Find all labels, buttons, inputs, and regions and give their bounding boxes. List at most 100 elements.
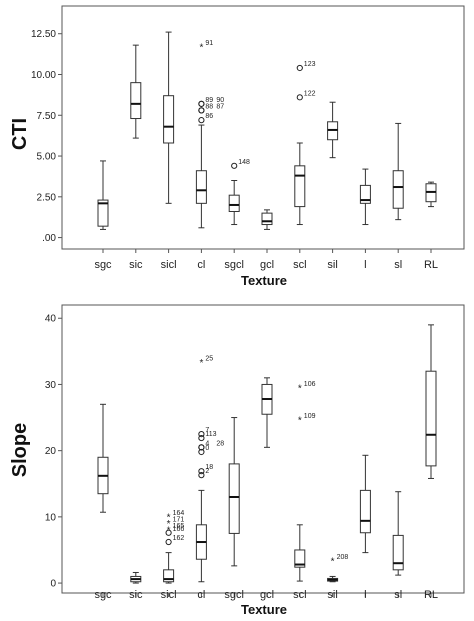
slope-outlier-label-28: 28 [216,440,224,447]
cti-outlier-circle-90 [198,100,205,107]
iqr-box [425,370,437,467]
slope-outlier-label-113: 113 [205,431,216,438]
slope-box-gcl [261,377,273,448]
slope-y-tick-label: 10 [45,512,57,523]
iqr-box [195,170,207,204]
iqr-box [392,534,404,571]
slope-x-tick-label-l: l [364,589,366,601]
slope-outlier-label-0: 0 [205,445,209,452]
slope-x-tick-label-sil: sil [327,589,337,601]
cti-outlier-label-86: 86 [205,113,213,120]
cti-outlier-label-91: 91 [205,40,213,47]
cti-y-tick-label: 10.00 [31,70,56,81]
slope-x-tick-label-sgc: sgc [94,589,112,601]
slope-y-tick-label: 20 [45,446,57,457]
cti-box-sgc [97,160,109,230]
cti-outlier-label-87: 87 [216,103,224,110]
cti-x-tick-label-cl: cl [197,259,205,271]
cti-outlier-circle-86 [198,117,205,124]
slope-x-tick-label-RL: RL [424,589,438,601]
iqr-box [130,82,142,120]
slope-y-tick-label: 30 [45,380,57,391]
slope-outlier-label-25: 25 [205,356,213,363]
cti-x-tick-label-gcl: gcl [260,259,274,271]
cti-outlier-circle-122 [296,94,303,101]
slope-y-tick-label: 0 [50,579,56,590]
slope-x-tick-label-sgcl: sgcl [224,589,244,601]
cti-box-cl [195,124,207,229]
iqr-box [294,165,306,208]
slope-box-sil [327,575,339,583]
cti-box-sl [392,122,404,221]
slope-box-scl [294,524,306,582]
slope-x-tick-label-gcl: gcl [260,589,274,601]
slope-outlier-circle-0 [198,448,205,456]
iqr-box [392,170,404,209]
iqr-box [163,95,175,144]
slope-outlier-label-4: 4 [205,440,209,447]
cti-y-tick-label: 2.50 [37,192,57,203]
slope-outlier-label-171: 171 [173,516,185,523]
slope-outlier-star-109: * [298,416,302,427]
slope-box-sgc [97,403,109,513]
cti-x-tick-label-scl: scl [293,259,306,271]
cti-x-tick-label-sl: sl [394,259,402,271]
slope-y-axis-label: Slope [9,423,31,477]
cti-boxplot-panel: CTI Texture .00 2.50 5.00 7.50 10.00 12.50 sgc… [9,5,465,288]
cti-box-l [359,168,371,226]
cti-box-sil [327,101,339,159]
slope-plot-frame [61,304,465,594]
slope-outlier-circle-166 [165,529,172,536]
cti-x-tick-label-RL: RL [424,259,438,271]
slope-outlier-circle-28 [198,444,205,451]
cti-outlier-circle-123 [296,64,303,72]
slope-x-tick-label-cl: cl [197,589,205,601]
cti-outlier-circle-148 [231,162,238,169]
slope-box-sgcl [228,417,240,567]
slope-outlier-label-166: 166 [173,526,185,533]
slope-box-sicl [163,552,175,584]
cti-x-tick-label-l: l [364,259,366,271]
iqr-box [163,569,175,583]
slope-outlier-star-171: * [167,519,171,530]
cti-x-tick-label-sic: sic [129,259,143,271]
slope-outlier-circle-113 [198,434,205,442]
slope-outlier-label-208: 208 [337,554,349,561]
cti-y-tick-label: 12.50 [31,29,56,40]
cti-box-scl [294,142,306,226]
iqr-box [228,194,240,212]
slope-y-tick-label: 40 [45,314,57,325]
slope-box-l [359,454,371,554]
slope-outlier-label-109: 109 [304,413,316,420]
cti-x-tick-label-sgc: sgc [94,259,112,271]
slope-box-sic [130,571,142,584]
cti-box-sgcl [228,180,240,226]
cti-outlier-label-88: 88 [205,103,213,110]
slope-outlier-label-7: 7 [205,427,209,434]
iqr-box [228,463,240,534]
slope-outlier-label-18: 18 [205,464,213,471]
cti-plot-frame [61,5,465,250]
cti-box-RL [425,181,437,208]
iqr-box [359,489,371,534]
cti-x-tick-label-sicl: sicl [161,259,177,271]
cti-box-sic [130,44,142,139]
cti-box-gcl [261,209,273,230]
slope-outlier-star-165: * [167,526,171,537]
slope-outlier-label-165: 165 [173,523,185,530]
cti-y-tick-label: 7.50 [37,111,57,122]
slope-outlier-label-162: 162 [173,535,185,542]
slope-outlier-star-208: * [331,557,335,568]
slope-outlier-label-164: 164 [173,510,185,517]
cti-outlier-label-148: 148 [238,159,250,166]
slope-box-RL [425,324,437,479]
iqr-box [359,184,371,204]
slope-x-axis-label: Texture [241,602,287,617]
slope-outlier-label-2: 2 [205,468,209,475]
slope-outlier-circle-18 [198,468,205,475]
slope-x-tick-label-sicl: sicl [161,589,177,601]
slope-outlier-star-164: * [167,512,171,523]
cti-y-tick-label: 5.00 [37,152,57,163]
slope-x-tick-label-scl: scl [293,589,306,601]
